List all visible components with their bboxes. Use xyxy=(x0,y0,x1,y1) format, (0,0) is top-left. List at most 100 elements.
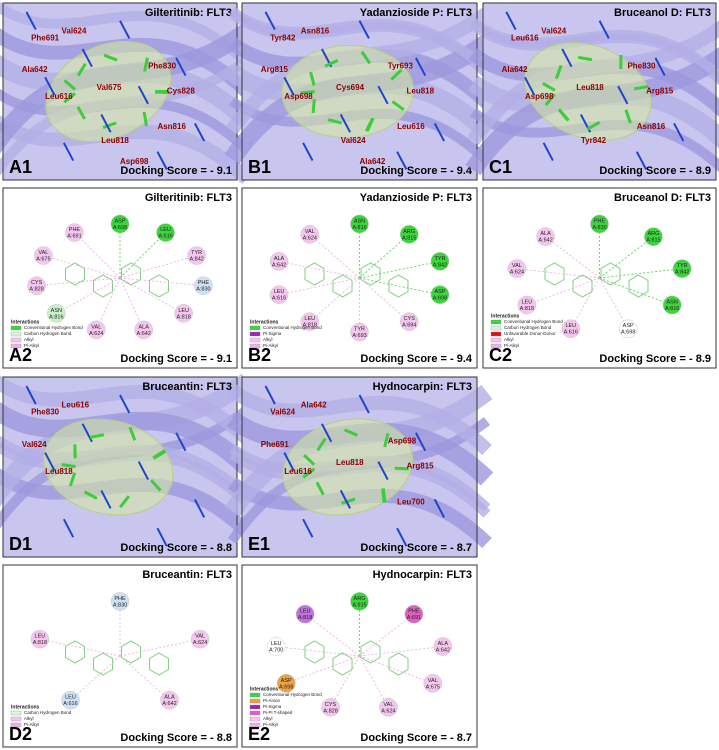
residue-label: Val675 xyxy=(97,83,122,92)
interaction-line xyxy=(70,655,121,701)
panel-label: C2 xyxy=(489,345,512,365)
docking-score: Docking Score = - 9.4 xyxy=(360,353,472,365)
legend-swatch xyxy=(490,331,502,337)
panel-label: D1 xyxy=(9,534,32,554)
residue-id: A:830 xyxy=(592,225,606,231)
residue-label: Asn816 xyxy=(301,26,330,35)
ligand-ring xyxy=(121,640,141,664)
interaction-line xyxy=(359,646,443,657)
residue-name: ARG xyxy=(354,596,366,602)
ligand-bond xyxy=(554,64,563,80)
ligand-bond xyxy=(364,117,374,132)
panel-title: Bruceanol D: FLT3 xyxy=(614,192,711,204)
ligand-ring xyxy=(65,262,85,286)
legend-title: Interactions xyxy=(11,319,40,325)
legend-swatch xyxy=(10,716,22,722)
residue-stick xyxy=(635,151,647,170)
ligand-ring xyxy=(332,652,353,676)
residue-stick xyxy=(396,527,408,547)
interaction-line xyxy=(119,277,204,287)
residue-bubble xyxy=(269,285,289,304)
legend-item: Alkyl xyxy=(24,337,34,342)
legend-title: Interactions xyxy=(11,704,40,710)
residue-label: Leu818 xyxy=(407,86,435,95)
residue-bubble xyxy=(295,604,315,624)
residue-id: A:642 xyxy=(538,238,552,244)
interaction-line xyxy=(526,277,600,306)
residue-id: A:694 xyxy=(402,323,416,329)
interaction-line xyxy=(599,277,629,329)
residue-bubble xyxy=(350,322,369,342)
residue-label: Ala642 xyxy=(301,401,327,410)
residue-bubble xyxy=(134,320,153,340)
interaction-line xyxy=(570,277,600,329)
ligand-bond xyxy=(577,55,593,62)
residue-stick xyxy=(81,48,93,68)
residue-name: PHE xyxy=(594,218,606,224)
residue-name: VAL xyxy=(428,678,438,684)
residue-label: Leu616 xyxy=(45,92,73,101)
residue-stick xyxy=(100,489,112,509)
ligand-bond xyxy=(128,426,137,441)
residue-stick xyxy=(283,76,295,96)
legend-swatch xyxy=(490,319,502,325)
ligand-bond xyxy=(394,466,409,471)
interaction-line xyxy=(36,277,121,287)
residue-id: A:616 xyxy=(63,701,77,707)
residue-stick xyxy=(193,122,206,142)
residue-id: A:698 xyxy=(621,330,635,336)
ligand-bond xyxy=(390,68,403,81)
residue-name: VAL xyxy=(305,229,315,235)
legend-item: Conventional Hydrogen Bond xyxy=(24,325,83,330)
legend-title: Interactions xyxy=(250,319,279,325)
ligand-bond xyxy=(542,82,556,92)
panel-title: Bruceantin: FLT3 xyxy=(142,569,232,581)
legend-item: Alkyl xyxy=(263,716,273,721)
residue-label: Asp698 xyxy=(525,92,554,101)
residue-name: CYS xyxy=(31,280,43,286)
ligand-bond xyxy=(119,495,131,509)
panel-label: A2 xyxy=(9,345,32,365)
residue-label: Phe691 xyxy=(261,440,290,449)
interaction-line xyxy=(599,236,654,279)
residue-name: ASN xyxy=(51,308,62,314)
ligand-bond xyxy=(83,490,98,500)
legend-item: Pi-Alkyl xyxy=(504,343,519,348)
residue-id: A:642 xyxy=(436,647,450,653)
interaction-line xyxy=(359,613,415,657)
legend-swatch xyxy=(249,722,261,728)
residue-bubble xyxy=(618,319,638,338)
ligand-bond xyxy=(316,437,327,452)
residue-label: Ala642 xyxy=(22,65,48,74)
residue-name: CYS xyxy=(404,316,416,322)
residue-label: Arg815 xyxy=(646,86,674,95)
residue-bubble xyxy=(277,674,296,693)
residue-label: Leu818 xyxy=(336,458,364,467)
interaction-line xyxy=(359,655,389,708)
legend-item: Pi-Alkyl xyxy=(263,722,278,727)
residue-name: LEU xyxy=(274,289,285,295)
residue-stick xyxy=(415,432,427,452)
ligand-bond xyxy=(341,497,356,505)
residue-label: Asp698 xyxy=(388,437,417,446)
residue-id: A:828 xyxy=(29,287,43,293)
panel-label: B1 xyxy=(248,157,271,177)
docking-score: Docking Score = - 8.7 xyxy=(360,732,472,744)
residue-id: A:818 xyxy=(33,640,47,646)
residue-id: A:616 xyxy=(158,234,172,240)
legend-swatch xyxy=(249,325,261,331)
ligand-bond xyxy=(302,467,316,479)
residue-stick xyxy=(119,394,131,414)
interaction-line xyxy=(278,260,360,279)
residue-name: VAL xyxy=(38,250,48,256)
residue-stick xyxy=(175,432,187,452)
residue-id: A:675 xyxy=(36,257,50,263)
residue-bubble xyxy=(300,225,319,244)
panel-border xyxy=(2,187,238,369)
ligand-ring xyxy=(628,274,649,298)
legend-swatch xyxy=(10,337,22,343)
panel: Tyr842 Asn816 Arg815 Asp698 Cys694 Tyr693 Leu8… xyxy=(224,2,494,181)
panel-border xyxy=(241,187,478,369)
legend-swatch xyxy=(249,716,261,722)
